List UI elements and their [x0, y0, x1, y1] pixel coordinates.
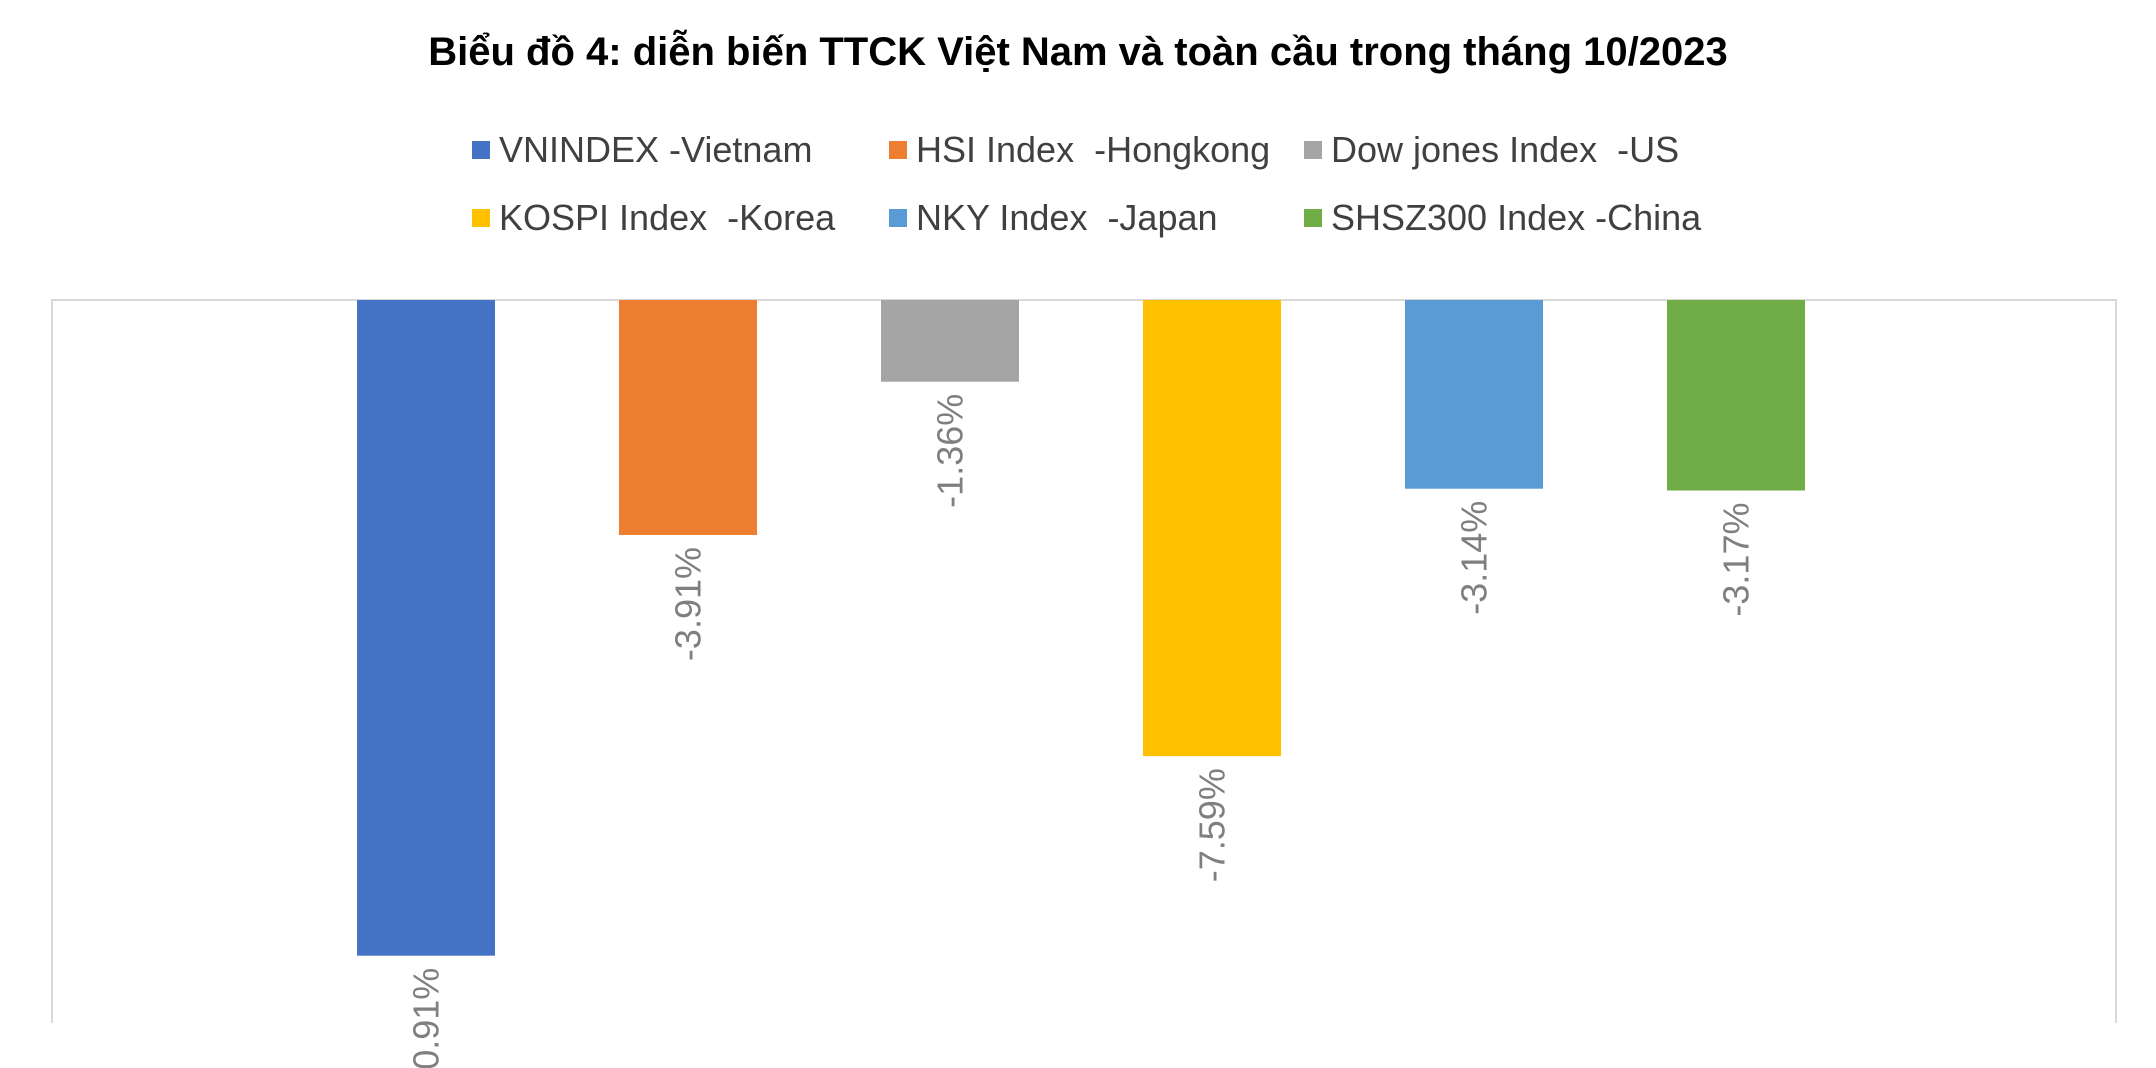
chart-title: Biểu đồ 4: diễn biến TTCK Việt Nam và to…: [428, 30, 1728, 74]
legend-swatch-dowjones: [1304, 141, 1322, 159]
legend-item-hsi: HSI Index -Hongkong: [889, 128, 1270, 172]
bar-2: [619, 300, 757, 535]
legend-item-dowjones: Dow jones Index -US: [1304, 128, 1679, 172]
legend-swatch-nky: [889, 209, 907, 227]
legend-label-nky: NKY Index -Japan: [916, 197, 1218, 238]
legend-swatch-shsz300: [1304, 209, 1322, 227]
legend-item-nky: NKY Index -Japan: [889, 196, 1218, 240]
data-label-2: -3.91%: [668, 547, 709, 661]
legend-label-hsi: HSI Index -Hongkong: [916, 129, 1271, 170]
legend-label-kospi: KOSPI Index -Korea: [499, 197, 836, 238]
legend-label-dowjones: Dow jones Index -US: [1331, 129, 1680, 170]
data-label-6: -3.17%: [1716, 503, 1757, 617]
legend-swatch-hsi: [889, 141, 907, 159]
data-label-1: -10.91%: [406, 968, 447, 1068]
bar-4: [1143, 300, 1281, 757]
data-label-3: -1.36%: [930, 394, 971, 508]
bar-6: [1667, 300, 1805, 491]
legend-label-shsz300: SHSZ300 Index -China: [1331, 197, 1702, 238]
plot-frame: [51, 299, 2117, 1023]
legend-item-kospi: KOSPI Index -Korea: [472, 196, 835, 240]
legend-swatch-vnindex: [472, 141, 490, 159]
legend-label-vnindex: VNINDEX -Vietnam: [499, 129, 813, 170]
data-label-5: -3.14%: [1454, 501, 1495, 615]
legend-swatch-kospi: [472, 209, 490, 227]
bar-1: [357, 300, 495, 956]
data-label-4: -7.59%: [1192, 768, 1233, 882]
legend-item-vnindex: VNINDEX -Vietnam: [472, 128, 812, 172]
legend-item-shsz300: SHSZ300 Index -China: [1304, 196, 1701, 240]
bar-5: [1405, 300, 1543, 489]
bar-3: [881, 300, 1019, 382]
